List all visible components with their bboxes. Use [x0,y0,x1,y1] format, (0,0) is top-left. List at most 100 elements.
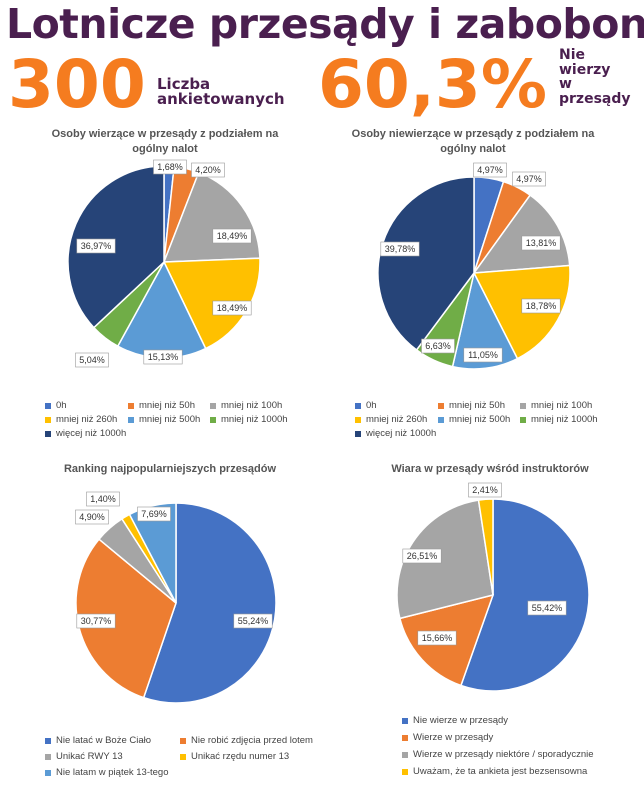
nonbelievers-label: Nie wierzy w przesądy [559,48,631,106]
legend-swatch [128,402,134,409]
legend-label: mniej niż 50h [139,400,195,411]
svg-text:11,05%: 11,05% [468,350,498,360]
chart-3-title: Ranking najpopularniejszych przesądów [63,463,277,475]
data-label: 2,41% [468,482,502,498]
data-label: 18,49% [212,228,252,244]
data-label: 26,51% [402,548,442,564]
legend-swatch [45,737,51,744]
chart-2-title: Osoby niewierzące w przesądy z podziałem… [351,128,595,155]
svg-text:15,13%: 15,13% [148,352,179,362]
legend-swatch [45,416,51,423]
legend-label: mniej niż 1000h [531,414,598,425]
legend-swatch [402,734,408,741]
pie-slice [75,538,177,699]
pie-slice [459,498,590,692]
legend-item: mniej niż 50h [128,400,195,411]
data-label: 4,97% [512,171,546,187]
data-label: 4,20% [191,162,225,178]
legend-label: Wierze w przesądy [413,732,494,743]
pie-slice [477,498,494,596]
legend-item: Nie wierze w przesądy [402,715,508,726]
svg-text:4,97%: 4,97% [477,165,503,175]
legend-swatch [180,753,186,760]
legend-label: mniej niż 500h [449,414,511,425]
svg-text:5,04%: 5,04% [79,355,105,365]
legend-item: Nie latać w Boże Ciało [45,735,151,746]
data-label: 6,63% [421,338,455,354]
legend-label: więcej niż 1000h [56,428,127,439]
legend-item: mniej niż 260h [45,414,117,425]
data-label: 39,78% [380,241,420,257]
legend-item: mniej niż 100h [520,400,592,411]
data-label: 1,40% [86,491,120,507]
legend-swatch [45,769,51,776]
legend-swatch [45,753,51,760]
nonbelievers-label-line: w [559,76,572,92]
svg-text:2,41%: 2,41% [472,485,498,495]
svg-text:4,97%: 4,97% [516,174,542,184]
legend-swatch [438,416,444,423]
pie-slice [142,502,277,704]
svg-text:55,42%: 55,42% [532,603,563,613]
nonbelievers-percent: 60,3% [318,46,547,123]
svg-text:6,63%: 6,63% [425,341,451,351]
legend-swatch [520,416,526,423]
pie-slice [128,502,177,604]
legend-item: Wierze w przesądy niektóre / sporadyczni… [402,749,594,760]
data-label: 55,42% [527,600,567,616]
respondents-label: Liczba ankietowanych [157,77,285,107]
svg-text:18,49%: 18,49% [217,231,248,241]
legend-label: Nie latać w Boże Ciało [56,735,152,746]
pie-slice [67,165,165,329]
legend-label: mniej niż 260h [366,414,428,425]
svg-text:13,81%: 13,81% [526,238,557,248]
legend-label: mniej niż 50h [449,400,505,411]
svg-text:18,78%: 18,78% [526,301,557,311]
legend-label: więcej niż 1000h [366,428,437,439]
legend-item: mniej niż 50h [438,400,505,411]
legend-label: 0h [56,400,67,411]
legend-item: Uważam, że ta ankieta jest bezsensowna [402,766,587,777]
data-label: 15,13% [143,349,183,365]
legend-swatch [520,402,526,409]
data-label: 4,90% [75,509,109,525]
legend-swatch [402,717,408,724]
data-label: 7,69% [137,506,171,522]
nonbelievers-label-line: wierzy [559,61,611,78]
respondents-count: 300 [8,46,146,123]
data-label: 15,66% [417,630,457,646]
legend-item: Unikać RWY 13 [45,751,123,762]
legend-item: mniej niż 500h [438,414,510,425]
legend-swatch [45,402,51,409]
legend-item: Nie robić zdjęcia przed lotem [180,735,313,746]
legend-swatch [438,402,444,409]
pie-slice [396,499,494,620]
legend-label: mniej niż 1000h [221,414,288,425]
svg-text:1,40%: 1,40% [90,494,116,504]
legend-label: Uważam, że ta ankieta jest bezsensowna [413,766,588,777]
svg-text:7,69%: 7,69% [141,509,167,519]
legend-swatch [402,751,408,758]
respondents-label-line: ankietowanych [157,90,285,108]
legend-label: Nie robić zdjęcia przed lotem [191,735,313,746]
data-label: 1,68% [153,159,187,175]
legend-item: mniej niż 100h [210,400,282,411]
svg-text:15,66%: 15,66% [422,633,453,643]
svg-text:4,20%: 4,20% [195,165,221,175]
data-label: 4,97% [473,162,507,178]
legend-label: mniej niż 260h [56,414,118,425]
data-label: 5,04% [75,352,109,368]
svg-text:30,77%: 30,77% [81,616,112,626]
chart-1-title: Osoby wierzące w przesądy z podziałem na… [51,128,279,155]
legend-item: więcej niż 1000h [45,428,126,439]
legend-item: mniej niż 260h [355,414,427,425]
respondents-label-line: Liczba [157,75,211,93]
svg-text:4,90%: 4,90% [79,512,105,522]
data-label: 55,24% [233,613,273,629]
legend-item: Wierze w przesądy [402,732,493,743]
page-title: Lotnicze przesądy i zabobony [6,0,644,48]
